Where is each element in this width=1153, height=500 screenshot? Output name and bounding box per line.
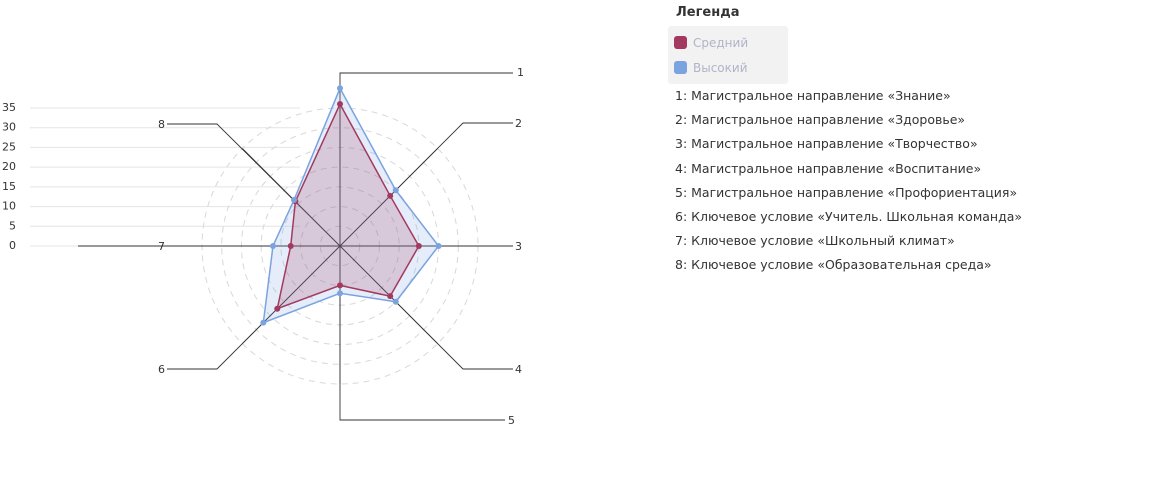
data-point	[387, 293, 394, 300]
legend-swatch	[674, 36, 687, 49]
axis-description: 1: Магистральное направление «Знание»	[675, 88, 951, 103]
axis-label: 7	[158, 240, 165, 253]
data-point	[435, 243, 442, 249]
chart: 0 5 10 15 20 25 30 35 1 2 3 4 5 6 7 8	[2, 66, 524, 427]
y-tick-label: 30	[2, 121, 16, 134]
axis-description: 3: Магистральное направление «Творчество…	[675, 136, 978, 152]
descriptions: 1: Магистральное направление «Знание» 2: …	[668, 84, 1022, 278]
axis-description: 6: Ключевое условие «Учитель. Школьная к…	[675, 208, 1023, 224]
y-tick-label: 5	[9, 219, 16, 232]
axis-description: 4: Магистральное направление «Воспитание…	[675, 160, 982, 176]
data-point	[337, 85, 343, 92]
axis-label: 6	[158, 363, 165, 376]
axis-description: 5: Магистральное направление «Профориент…	[675, 184, 1018, 200]
data-point	[274, 305, 281, 312]
legend-box: Средний Высокий	[668, 26, 788, 84]
leader-line	[339, 72, 513, 246]
leader-line	[167, 245, 341, 370]
data-point	[290, 196, 297, 203]
data-point	[415, 243, 422, 249]
legend-label: Высокий	[693, 60, 748, 75]
y-tick-label: 35	[2, 101, 16, 114]
data-point	[269, 243, 276, 249]
y-tick-label: 25	[2, 140, 16, 153]
data-point	[337, 101, 343, 108]
y-tick-label: 10	[2, 200, 16, 213]
data-point	[337, 290, 343, 297]
leader-line	[339, 122, 513, 247]
axis-label: 4	[515, 363, 522, 376]
axis-description: 7: Ключевое условие «Школьный климат»	[675, 233, 955, 249]
leader-line	[167, 123, 341, 247]
data-point	[392, 187, 399, 194]
legend-title: Легенда	[676, 5, 740, 20]
axis-description: 8: Ключевое условие «Образовательная сре…	[675, 257, 992, 273]
data-point	[287, 243, 294, 249]
y-tick-label: 20	[2, 160, 16, 173]
axis-description: 2: Магистральное направление «Здоровье»	[675, 112, 966, 128]
axis-label: 2	[515, 117, 522, 130]
legend: Легенда Средний Высокий 1: Магистральное …	[668, 5, 1022, 278]
y-tick-label: 15	[2, 180, 16, 193]
leader-line	[339, 246, 505, 421]
axis-label: 3	[515, 240, 522, 253]
legend-item[interactable]: Средний	[668, 30, 788, 55]
axis-label: 5	[508, 414, 515, 427]
legend-item[interactable]: Высокий	[668, 55, 788, 80]
legend-label: Средний	[693, 35, 749, 50]
legend-swatch	[674, 61, 687, 74]
data-point	[337, 282, 343, 289]
axis-label: 8	[158, 118, 165, 131]
data-point	[392, 298, 399, 305]
data-point	[260, 319, 267, 326]
leader-line	[339, 245, 513, 370]
data-point	[387, 192, 394, 199]
axis-label: 1	[517, 66, 524, 79]
y-tick-label: 0	[9, 239, 16, 252]
